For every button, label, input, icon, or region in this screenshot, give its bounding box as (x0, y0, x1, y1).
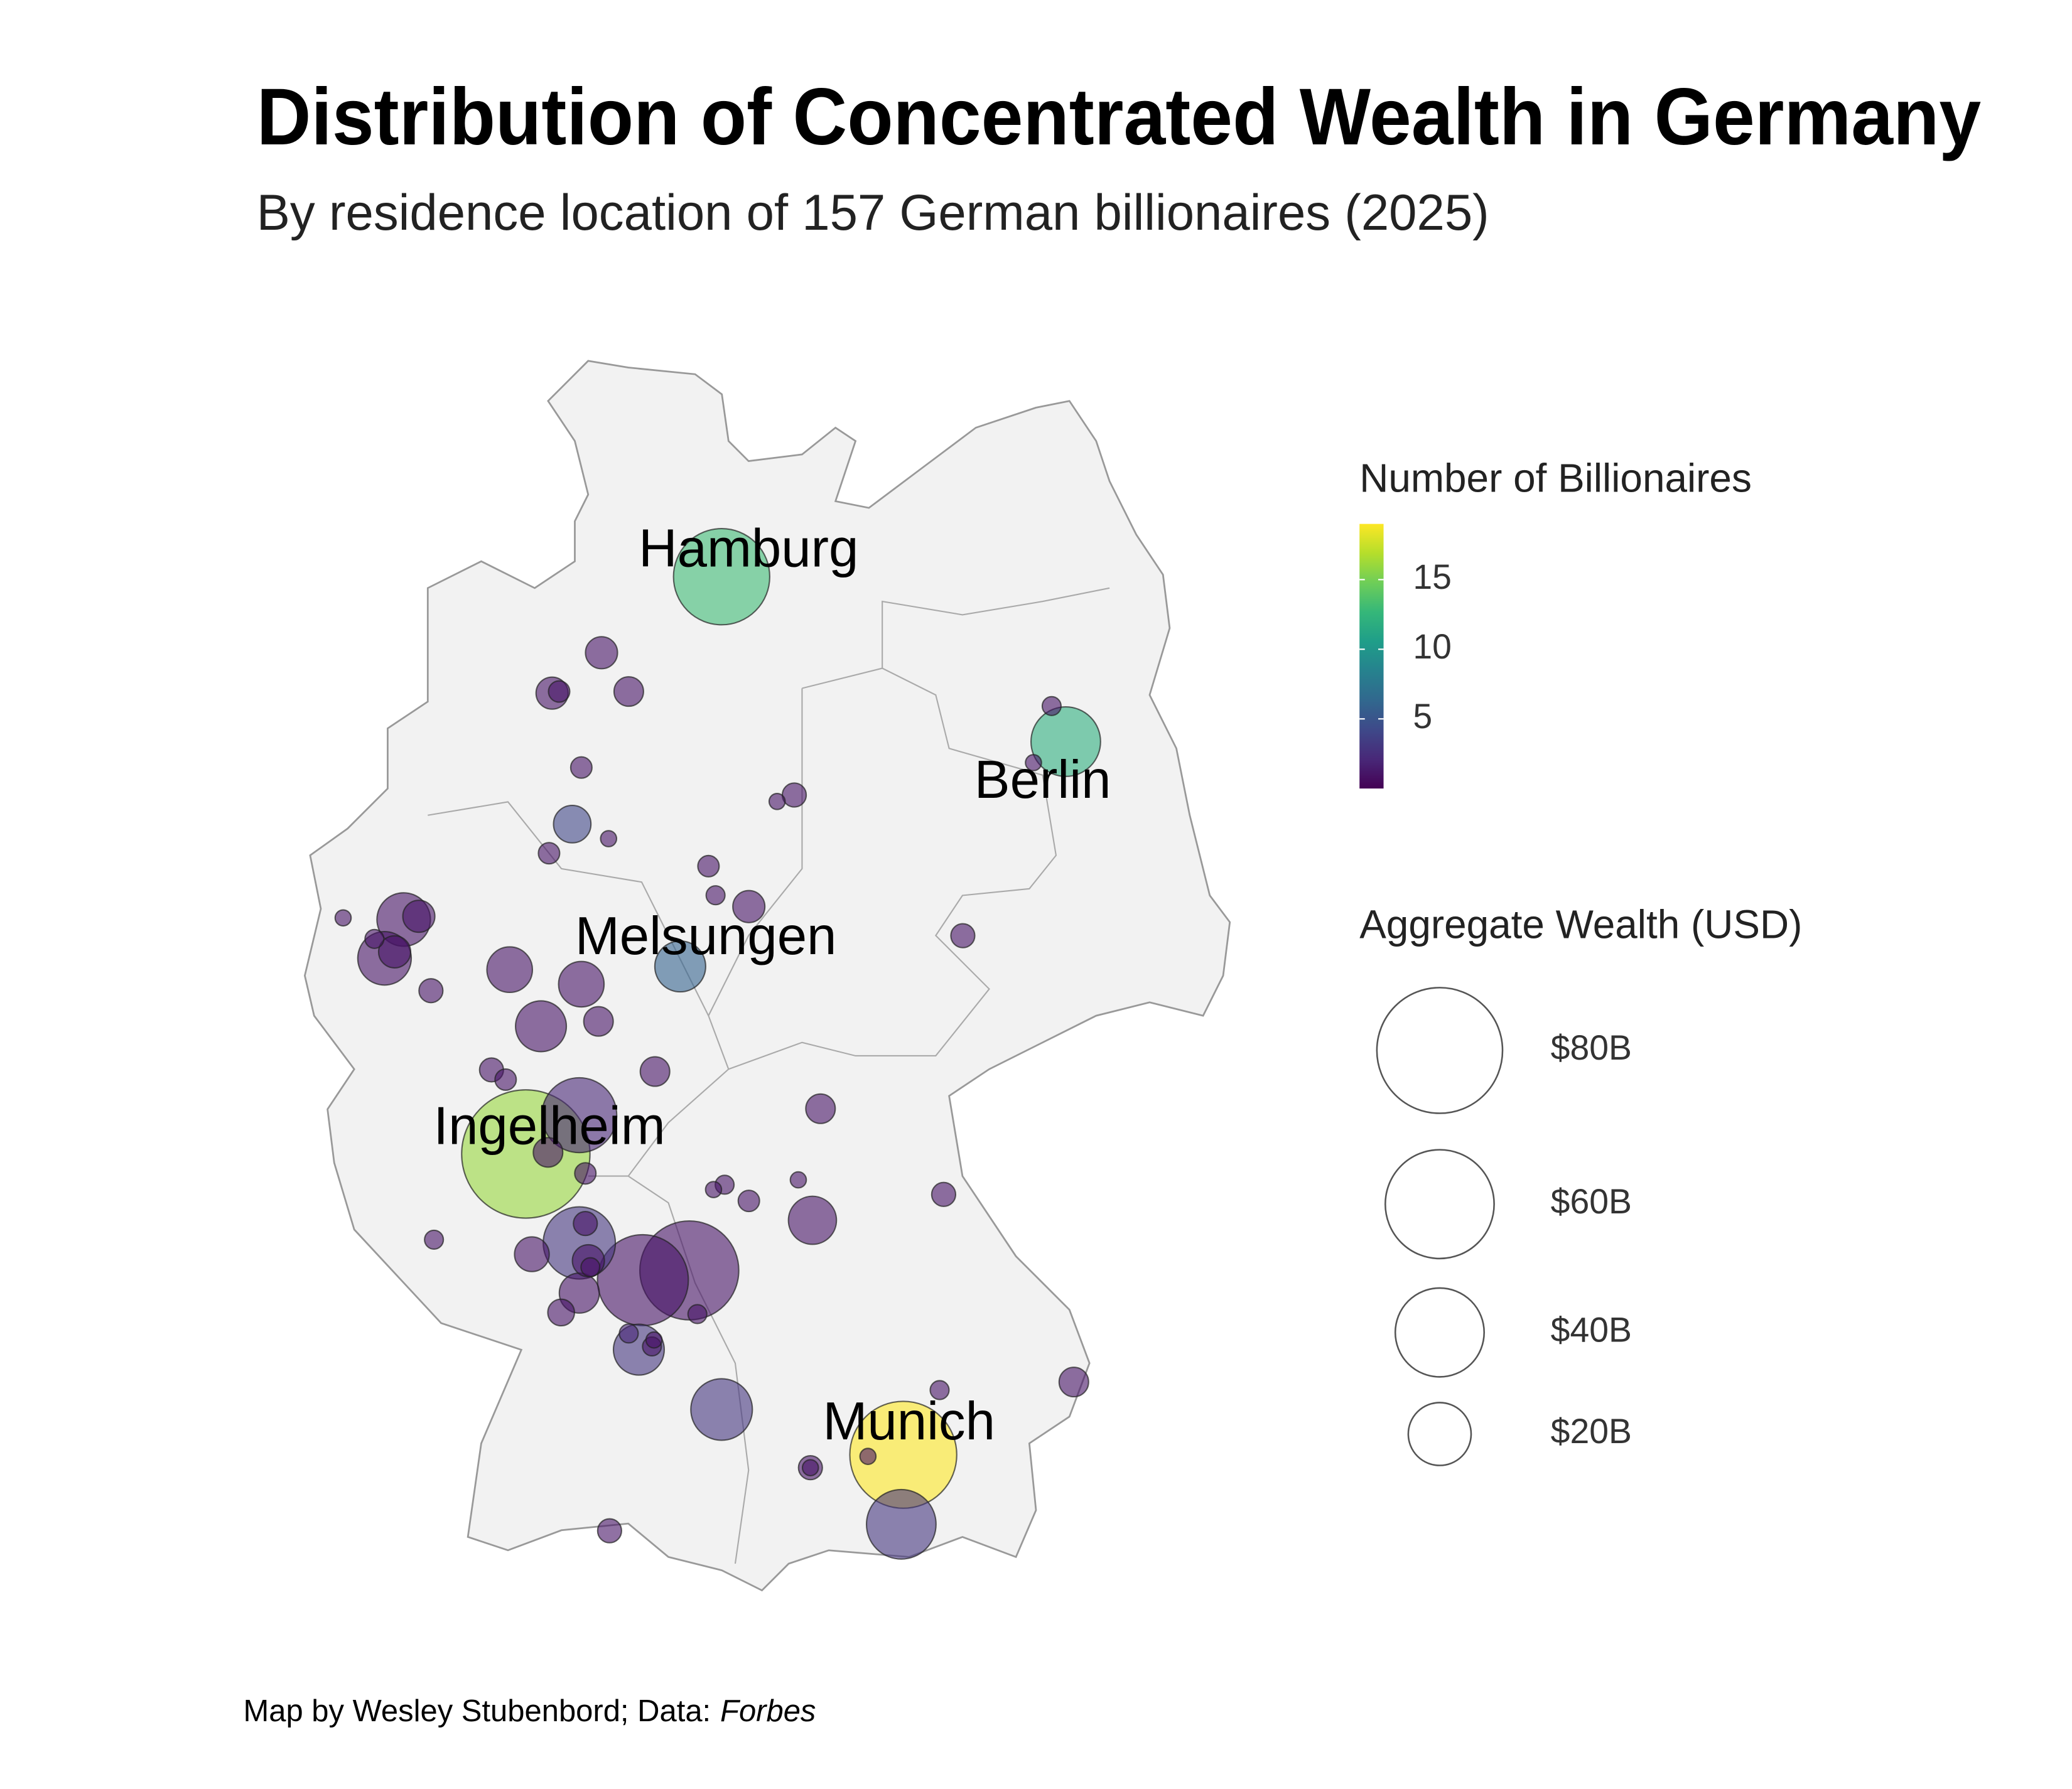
colorbar-tick-label: 5 (1413, 697, 1432, 736)
size-legend-circle (1376, 987, 1504, 1114)
bubble (541, 1077, 618, 1154)
bubble (737, 1190, 760, 1213)
bubble (931, 1181, 957, 1207)
size-legend-circle (1407, 1402, 1472, 1466)
city-label: Munich (823, 1392, 995, 1451)
size-legend-label: $20B (1551, 1412, 1632, 1451)
bubble (859, 1448, 877, 1465)
bubble (690, 1378, 753, 1441)
bubble (613, 676, 644, 707)
city-label: Hamburg (639, 519, 858, 579)
city-labels: Hamburg Berlin Melsungen Ingelheim Munich (433, 519, 1111, 1451)
bubble (580, 1257, 601, 1277)
bubble (547, 1298, 575, 1327)
bubble (801, 1459, 819, 1476)
bubble (585, 636, 618, 670)
color-legend-title: Number of Billionaires (1359, 456, 1752, 501)
bubble (583, 1006, 614, 1037)
bubble (553, 804, 592, 844)
bubble (537, 842, 561, 865)
bubble (787, 1195, 838, 1245)
colorbar (1359, 524, 1384, 789)
bubble (805, 1093, 836, 1124)
bubble (618, 1323, 639, 1344)
bubble (768, 792, 786, 810)
bubble (781, 782, 807, 808)
bubble (705, 885, 726, 906)
bubble (402, 900, 436, 933)
bubble (558, 960, 605, 1008)
bubble (596, 1518, 622, 1544)
bubble (1025, 754, 1042, 771)
size-legend-label: $40B (1551, 1310, 1632, 1349)
bubble (569, 756, 593, 779)
bubble (672, 528, 770, 626)
bubble (364, 928, 385, 949)
bubble (1030, 706, 1101, 777)
state-borders (428, 587, 1110, 1564)
bubble (600, 830, 618, 847)
bubble (334, 909, 352, 927)
chart-title: Distribution of Concentrated Wealth in G… (257, 72, 1981, 162)
bubble (514, 1000, 568, 1053)
bubble (865, 1488, 937, 1560)
size-legend-circle (1384, 1149, 1495, 1260)
bubble (574, 1162, 597, 1185)
bubble (548, 680, 571, 703)
bubble (1041, 696, 1062, 716)
bubble (639, 1056, 671, 1087)
colorbar-tick-label: 15 (1413, 557, 1452, 596)
bubble (687, 1304, 708, 1324)
size-legend: $80B $60B $40B $20B (1376, 987, 1632, 1466)
bubble (424, 1229, 445, 1250)
bubble (950, 923, 976, 948)
bubble (645, 1331, 663, 1349)
size-legend-circle (1394, 1287, 1486, 1378)
size-legend-title: Aggregate Wealth (USD) (1359, 902, 1802, 947)
bubble (486, 946, 534, 994)
caption-text: Map by Wesley Stubenbord; Data: (243, 1694, 711, 1728)
colorbar-tick-label: 10 (1413, 627, 1452, 666)
city-label: Ingelheim (433, 1096, 665, 1156)
country-outline (303, 360, 1231, 1592)
bubble (1058, 1367, 1089, 1398)
colorbar-ticks: 5 10 15 (1359, 557, 1452, 736)
bubble (789, 1171, 807, 1189)
bubble (654, 940, 706, 993)
city-label: Melsungen (575, 906, 837, 966)
size-legend-label: $80B (1551, 1028, 1632, 1067)
bubble (418, 978, 444, 1004)
bubble (697, 854, 720, 878)
bubble (704, 1181, 723, 1198)
chart-subtitle: By residence location of 157 German bill… (257, 185, 1489, 241)
bubble (732, 889, 766, 923)
caption-source: Forbes (720, 1694, 816, 1728)
bubble (532, 1137, 564, 1168)
size-legend-label: $60B (1551, 1182, 1632, 1221)
caption: Map by Wesley Stubenbord; Data: Forbes (243, 1694, 816, 1728)
city-label: Berlin (974, 750, 1111, 810)
bubble (377, 935, 412, 969)
bubble (494, 1068, 517, 1091)
bubble (573, 1211, 598, 1237)
bubble (514, 1236, 550, 1272)
bubble (929, 1380, 950, 1400)
bubbles (334, 528, 1101, 1560)
